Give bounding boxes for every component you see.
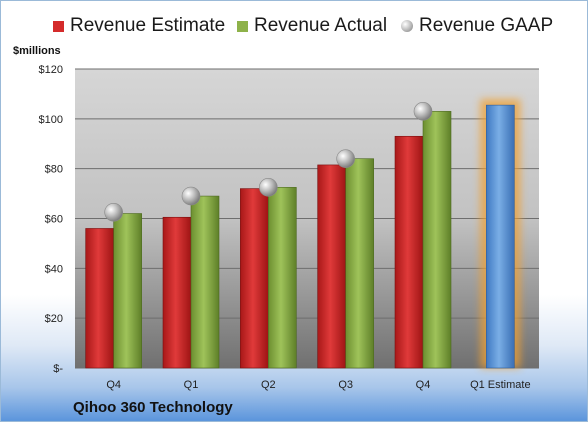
x-category-label: Q3	[338, 379, 353, 391]
marker-revenue-gaap	[413, 102, 433, 121]
gridlines	[75, 68, 539, 369]
company-caption: Qihoo 360 Technology	[73, 399, 233, 416]
x-category-label: Q1 Estimate	[470, 379, 531, 391]
marker-revenue-gaap	[259, 178, 278, 197]
legend-swatch-actual	[237, 20, 248, 32]
y-tick-label: $20	[45, 313, 63, 325]
x-category-label: Q2	[261, 379, 276, 391]
bar-revenue-estimate	[240, 188, 269, 369]
marker-revenue-gaap	[181, 186, 201, 206]
bar-revenue-actual	[268, 187, 297, 369]
y-unit-label: $millions	[13, 45, 61, 57]
legend-item-revenue-actual: Revenue Actual	[237, 14, 387, 38]
y-axis-ticks: $- $20 $40 $60 $80 $100 $120	[39, 64, 64, 375]
bar-revenue-estimate	[394, 135, 424, 369]
legend-label-gaap: Revenue GAAP	[419, 15, 554, 36]
legend-label-estimate: Revenue Estimate	[70, 15, 226, 36]
bar-revenue-actual	[190, 195, 220, 369]
bar-revenue-actual	[345, 158, 374, 369]
legend: Revenue Estimate Revenue Actual Revenue …	[1, 14, 587, 38]
bar-revenue-estimate	[317, 164, 346, 369]
bar-revenue-actual	[422, 111, 452, 369]
y-tick-label: $120	[39, 64, 63, 76]
bars-group	[85, 99, 521, 369]
bar-q1-estimate	[486, 104, 515, 369]
gaap-markers-group	[104, 102, 433, 222]
y-tick-label: $-	[53, 363, 63, 375]
legend-swatch-estimate	[53, 20, 64, 32]
y-tick-label: $80	[45, 164, 63, 176]
marker-revenue-gaap	[104, 202, 123, 222]
legend-item-revenue-gaap: Revenue GAAP	[401, 14, 553, 38]
bar-revenue-estimate	[162, 216, 192, 369]
bar-revenue-estimate	[85, 228, 114, 369]
x-category-label: Q1	[184, 379, 199, 391]
legend-swatch-gaap	[401, 20, 413, 32]
y-tick-label: $100	[39, 114, 63, 126]
legend-item-revenue-estimate: Revenue Estimate	[53, 14, 225, 38]
bar-revenue-actual	[113, 213, 142, 369]
x-category-label: Q4	[416, 379, 431, 391]
y-tick-label: $40	[45, 263, 63, 275]
x-category-label: Q4	[106, 379, 121, 391]
marker-revenue-gaap	[336, 149, 355, 168]
legend-label-actual: Revenue Actual	[254, 15, 388, 36]
x-axis-categories: Q4 Q1 Q2 Q3 Q4 Q1 Estimate	[106, 379, 530, 391]
y-tick-label: $60	[45, 214, 63, 226]
